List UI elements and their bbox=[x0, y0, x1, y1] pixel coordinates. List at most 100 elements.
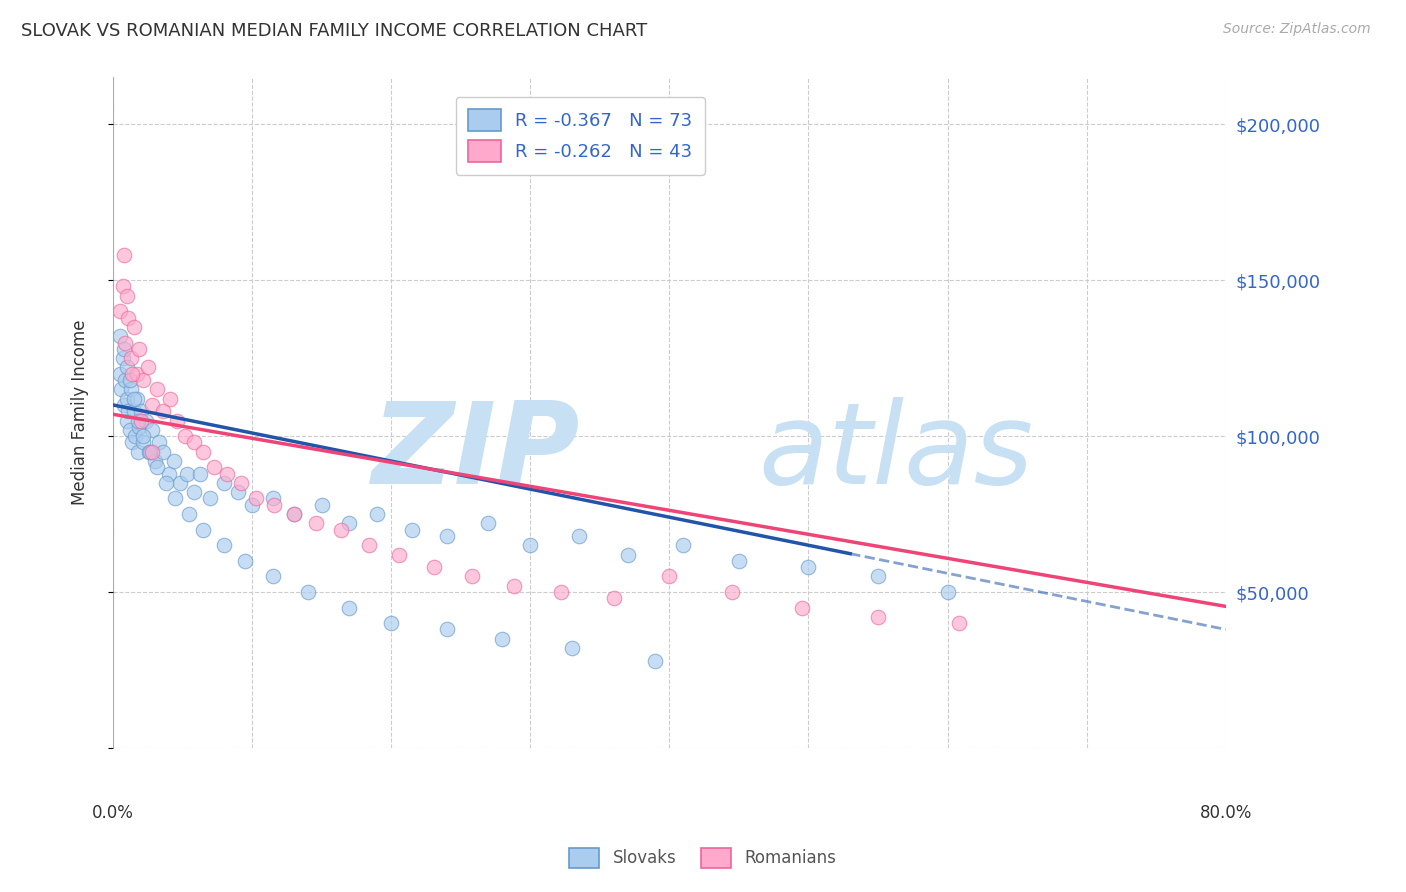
Point bbox=[337, 600, 360, 615]
Point bbox=[108, 329, 131, 343]
Point bbox=[132, 429, 155, 443]
Text: atlas: atlas bbox=[758, 398, 1033, 508]
Point bbox=[129, 413, 152, 427]
Point bbox=[866, 569, 889, 583]
Point bbox=[561, 641, 583, 656]
Point bbox=[108, 304, 131, 318]
Point bbox=[948, 616, 970, 631]
Point bbox=[283, 507, 305, 521]
Point bbox=[112, 398, 135, 412]
Text: Source: ZipAtlas.com: Source: ZipAtlas.com bbox=[1223, 22, 1371, 37]
Point bbox=[179, 507, 201, 521]
Point bbox=[388, 548, 411, 562]
Point bbox=[117, 404, 139, 418]
Point bbox=[114, 373, 136, 387]
Point bbox=[936, 585, 959, 599]
Point bbox=[212, 538, 235, 552]
Point bbox=[215, 467, 238, 481]
Point bbox=[115, 392, 138, 406]
Point bbox=[183, 435, 205, 450]
Point bbox=[118, 423, 141, 437]
Point bbox=[477, 516, 499, 531]
Point bbox=[122, 392, 145, 406]
Point bbox=[115, 360, 138, 375]
Text: SLOVAK VS ROMANIAN MEDIAN FAMILY INCOME CORRELATION CHART: SLOVAK VS ROMANIAN MEDIAN FAMILY INCOME … bbox=[21, 22, 647, 40]
Point bbox=[866, 610, 889, 624]
Point bbox=[193, 444, 215, 458]
Point bbox=[122, 404, 145, 418]
Point bbox=[136, 360, 159, 375]
Point bbox=[125, 367, 148, 381]
Point bbox=[644, 654, 666, 668]
Point bbox=[797, 560, 820, 574]
Point bbox=[110, 382, 132, 396]
Point bbox=[165, 491, 187, 506]
Point bbox=[297, 585, 319, 599]
Point bbox=[115, 413, 138, 427]
Point bbox=[129, 404, 152, 418]
Point bbox=[190, 467, 212, 481]
Point bbox=[436, 529, 458, 543]
Point bbox=[366, 507, 388, 521]
Point bbox=[115, 289, 138, 303]
Point bbox=[262, 569, 284, 583]
Point bbox=[141, 444, 163, 458]
Point bbox=[157, 467, 180, 481]
Point bbox=[139, 444, 162, 458]
Point bbox=[193, 523, 215, 537]
Point bbox=[380, 616, 402, 631]
Point bbox=[121, 435, 143, 450]
Point bbox=[519, 538, 541, 552]
Point bbox=[111, 351, 134, 365]
Point bbox=[616, 548, 638, 562]
Point bbox=[423, 560, 446, 574]
Text: 0.0%: 0.0% bbox=[91, 804, 134, 822]
Point bbox=[127, 444, 149, 458]
Point bbox=[117, 310, 139, 325]
Point bbox=[602, 591, 624, 606]
Point bbox=[436, 623, 458, 637]
Point bbox=[146, 382, 169, 396]
Point bbox=[233, 554, 256, 568]
Point bbox=[491, 632, 513, 646]
Point bbox=[112, 248, 135, 262]
Point bbox=[229, 475, 252, 490]
Point bbox=[132, 373, 155, 387]
Point bbox=[143, 454, 166, 468]
Text: ZIP: ZIP bbox=[371, 398, 581, 508]
Point bbox=[790, 600, 813, 615]
Point bbox=[120, 351, 142, 365]
Point bbox=[132, 435, 155, 450]
Point bbox=[305, 516, 328, 531]
Point bbox=[152, 404, 174, 418]
Point bbox=[124, 429, 146, 443]
Point bbox=[155, 475, 177, 490]
Point bbox=[128, 419, 150, 434]
Point bbox=[108, 367, 131, 381]
Point bbox=[262, 491, 284, 506]
Point bbox=[176, 467, 198, 481]
Text: 80.0%: 80.0% bbox=[1199, 804, 1251, 822]
Point bbox=[163, 454, 186, 468]
Point bbox=[183, 485, 205, 500]
Point bbox=[401, 523, 423, 537]
Point bbox=[240, 498, 263, 512]
Point bbox=[568, 529, 591, 543]
Point bbox=[128, 342, 150, 356]
Point bbox=[658, 569, 681, 583]
Point bbox=[127, 413, 149, 427]
Point bbox=[111, 279, 134, 293]
Point bbox=[120, 382, 142, 396]
Y-axis label: Median Family Income: Median Family Income bbox=[72, 320, 89, 506]
Point bbox=[166, 413, 188, 427]
Point bbox=[202, 460, 225, 475]
Point bbox=[138, 444, 160, 458]
Point bbox=[461, 569, 484, 583]
Point bbox=[121, 367, 143, 381]
Point bbox=[146, 460, 169, 475]
Point bbox=[212, 475, 235, 490]
Point bbox=[311, 498, 333, 512]
Point bbox=[152, 444, 174, 458]
Point bbox=[141, 423, 163, 437]
Point bbox=[728, 554, 751, 568]
